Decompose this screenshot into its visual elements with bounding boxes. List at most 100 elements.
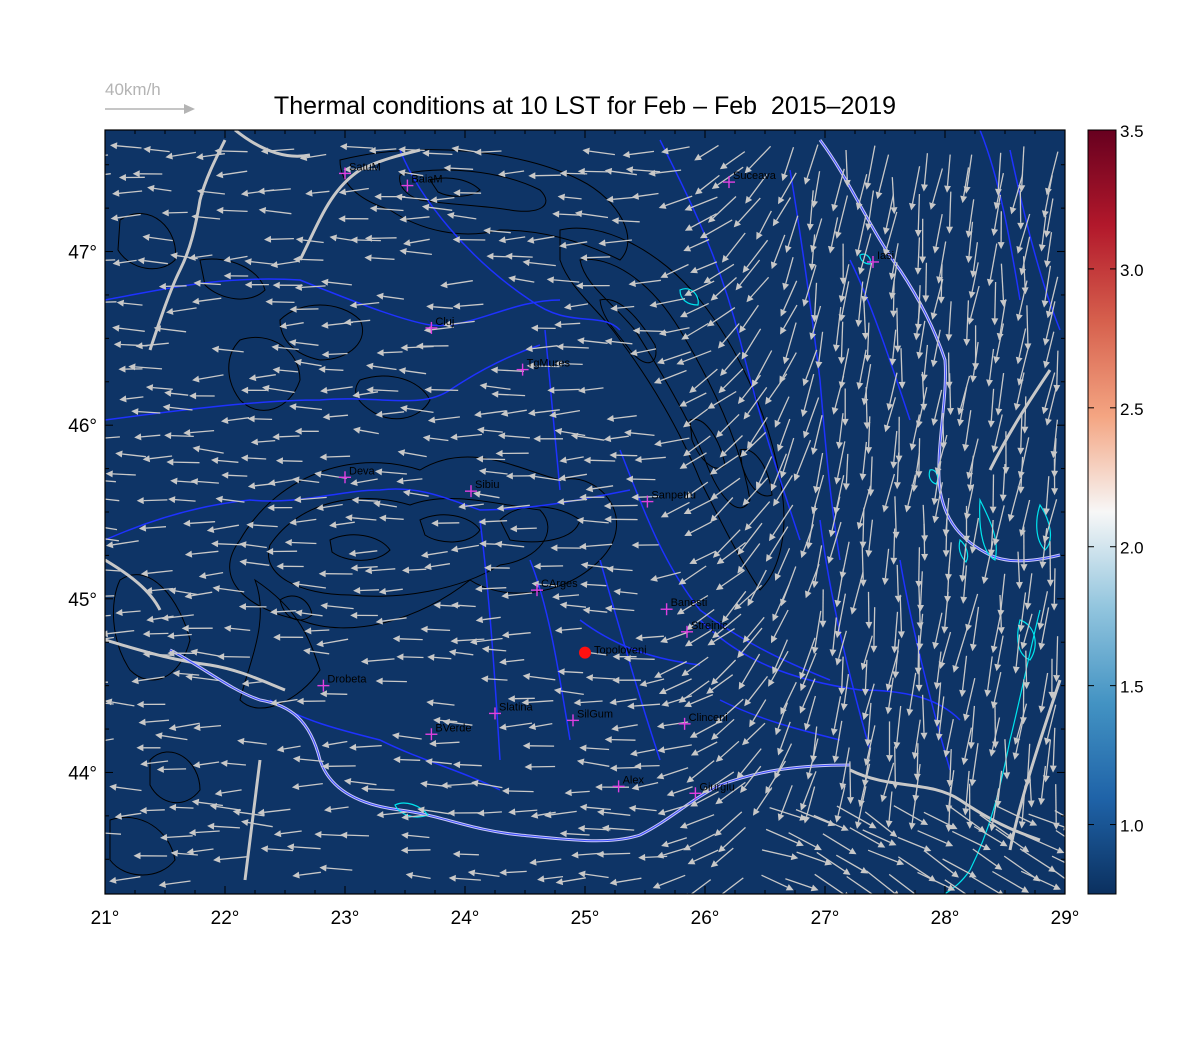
wind-vector — [935, 213, 943, 247]
wind-vector — [105, 569, 121, 572]
wind-vector — [608, 827, 635, 831]
wind-vector-head — [835, 657, 842, 666]
wind-vector — [222, 170, 248, 176]
wind-vector-head — [630, 749, 638, 757]
wind-vector — [911, 166, 921, 204]
wind-vector — [405, 148, 425, 152]
wind-vector-head — [831, 203, 839, 212]
wind-vector — [722, 323, 740, 344]
wind-vector-head — [634, 456, 642, 463]
wind-vector — [311, 629, 330, 632]
wind-vector-head — [1017, 486, 1025, 494]
station-label: Banesti — [671, 597, 708, 609]
station-label: Deva — [349, 465, 376, 477]
wind-vector — [695, 550, 716, 562]
wind-vector — [1044, 372, 1056, 408]
wind-vector-head — [579, 493, 587, 501]
station-banesti: Banesti — [660, 597, 708, 616]
wind-vector-head — [799, 705, 806, 714]
wind-vector-head — [881, 577, 889, 586]
wind-vector-head — [1024, 602, 1032, 610]
wind-vector-head — [375, 677, 383, 685]
reference-vector-label: 40km/h — [105, 80, 161, 99]
wind-vector — [1003, 855, 1036, 879]
wind-vector — [993, 194, 1002, 230]
wind-vector-head — [474, 410, 482, 418]
wind-vector — [776, 475, 793, 501]
wind-vector-head — [962, 444, 970, 452]
wind-vector-head — [554, 360, 562, 368]
wind-vector-head — [684, 224, 693, 231]
wind-vector-head — [192, 761, 201, 769]
wind-vector — [375, 148, 397, 152]
wind-vector-head — [156, 765, 164, 773]
wind-vector-head — [427, 416, 436, 424]
wind-vector-head — [142, 233, 150, 241]
wind-vector-head — [399, 248, 407, 255]
wind-vector-head — [916, 351, 924, 360]
wind-vector — [267, 148, 295, 152]
wind-vector-head — [865, 223, 873, 231]
wind-vector-head — [165, 152, 173, 160]
wind-vector-head — [483, 227, 491, 235]
y-tick-label: 44° — [68, 763, 97, 784]
wind-vector-head — [630, 349, 638, 357]
wind-vector-head — [806, 223, 814, 231]
wind-vector — [993, 671, 1002, 703]
wind-vector-head — [611, 217, 619, 225]
wind-vector — [277, 260, 298, 266]
wind-vector — [712, 307, 736, 324]
wind-vector — [997, 635, 1004, 665]
wind-vector — [327, 281, 352, 286]
wind-vector-head — [284, 539, 292, 546]
wind-vector — [788, 832, 817, 848]
wind-vector — [168, 614, 194, 619]
wind-vector-head — [292, 755, 301, 763]
wind-vector — [833, 696, 842, 729]
wind-vector-head — [772, 613, 779, 622]
wind-vector-head — [473, 490, 481, 498]
wind-vector-head — [164, 389, 172, 397]
wind-vector — [719, 811, 743, 833]
colorbar-ticks: 1.01.52.02.53.03.5 — [1088, 122, 1144, 836]
wind-vector — [115, 876, 141, 882]
wind-vector — [168, 211, 188, 214]
wind-vector-head — [756, 231, 763, 240]
wind-vector-head — [904, 504, 912, 513]
wind-vector-head — [990, 701, 998, 709]
wind-vector — [818, 331, 824, 362]
wind-vector-head — [1016, 313, 1023, 322]
wind-vector-head — [221, 471, 229, 479]
wind-vector — [447, 782, 474, 787]
wind-vector-head — [451, 145, 459, 153]
wind-vector-head — [877, 841, 886, 848]
wind-vector — [429, 152, 453, 156]
wind-vector-head — [582, 147, 590, 155]
wind-vector-head — [528, 409, 536, 417]
wind-vector-head — [951, 870, 959, 878]
wind-vector — [808, 738, 819, 773]
wind-vector-head — [238, 603, 246, 611]
wind-vector — [190, 521, 216, 524]
wind-vector — [561, 322, 581, 326]
wind-vector-head — [257, 187, 265, 195]
wind-vector — [161, 735, 188, 741]
wind-vector-head — [373, 500, 381, 508]
wind-vector — [713, 628, 735, 643]
wind-vector-head — [963, 338, 971, 346]
wind-vector — [916, 743, 919, 774]
wind-vector — [802, 652, 817, 685]
wind-vector-head — [836, 441, 843, 450]
wind-vector — [230, 627, 251, 632]
wind-vector-head — [960, 596, 968, 604]
wind-vector-head — [239, 558, 247, 566]
wind-vector-head — [604, 515, 612, 523]
wind-vector-head — [393, 756, 401, 764]
wind-vector-head — [738, 681, 746, 690]
wind-vector — [503, 504, 530, 509]
wind-vector — [896, 307, 899, 346]
wind-vector — [481, 587, 507, 590]
wind-vector — [849, 827, 880, 845]
wind-vector — [346, 145, 374, 149]
wind-vector — [403, 656, 424, 659]
